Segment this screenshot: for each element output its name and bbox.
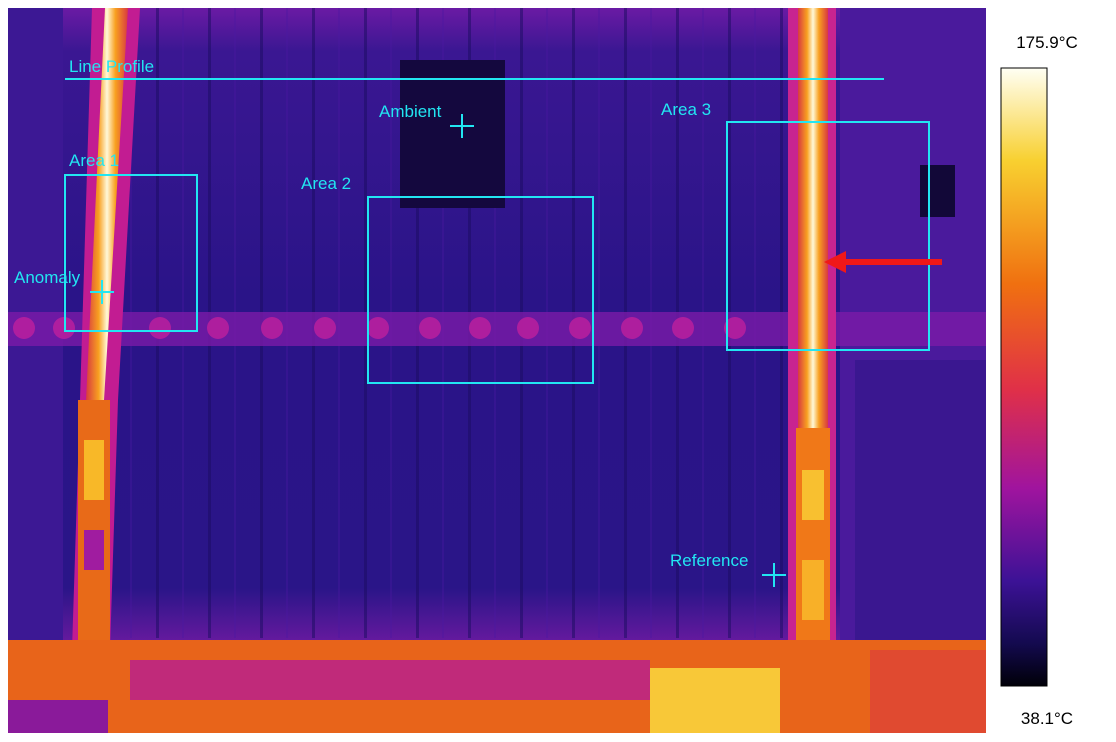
thermal-image bbox=[8, 8, 986, 733]
screen: Line Profile Area 1 Area 2 Area 3 Ambien… bbox=[0, 0, 1116, 742]
scale-min: 38.1°C bbox=[1021, 709, 1073, 728]
scale-max: 175.9°C bbox=[1016, 33, 1078, 52]
label: Anomaly bbox=[14, 268, 81, 287]
label: Area 2 bbox=[301, 174, 351, 193]
label: Ambient bbox=[379, 102, 442, 121]
label: Area 1 bbox=[69, 151, 119, 170]
color-scale: 175.9°C 38.1°C bbox=[1001, 33, 1078, 728]
label: Reference bbox=[670, 551, 748, 570]
label: Area 3 bbox=[661, 100, 711, 119]
label: Line Profile bbox=[69, 57, 154, 76]
